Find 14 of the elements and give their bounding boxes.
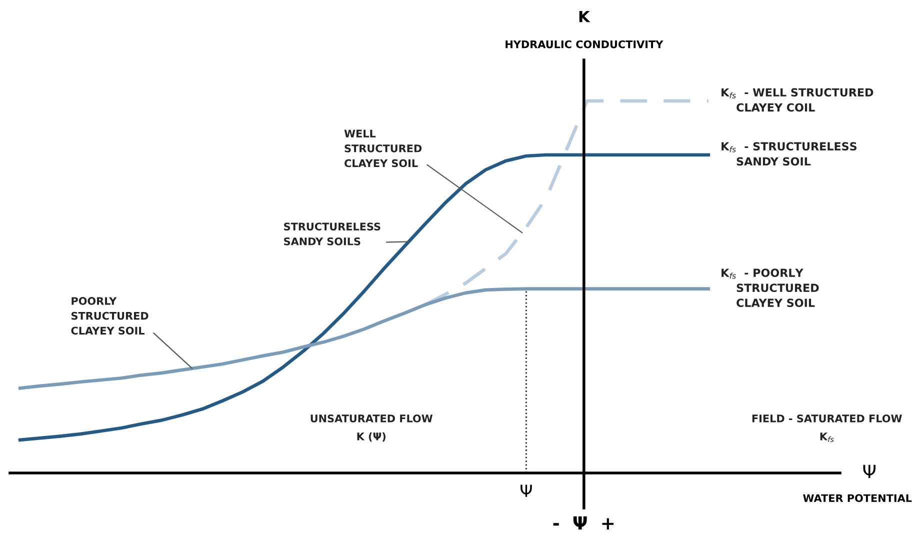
series-label: K$_{fs}$ - WELL STRUCTURED CLAYEY COIL [722,88,874,112]
text: Ψ [863,464,876,478]
annotation: STRUCTURELESS SANDY SOILS [284,222,380,246]
text: - Ψ + [553,516,614,530]
text: WATER POTENTIAL [803,494,912,502]
series-label: K$_{fs}$ - POORLY STRUCTURED CLAYEY SOIL [722,268,819,308]
text: K [579,10,590,22]
series-label: K$_{fs}$ - STRUCTURELESS SANDY SOIL [722,142,857,166]
annotation: UNSATURATED FLOW K (Ψ) [310,414,433,442]
text: HYDRAULIC CONDUCTIVITY [506,40,664,48]
text: Ψ [520,484,532,497]
annotation: WELL STRUCTURED CLAYEY SOIL [344,130,422,168]
annotation: POORLY STRUCTURED CLAYEY SOIL [71,297,148,335]
text: FIELD - SATURATED FLOW K$_{fs}$ [752,414,902,442]
